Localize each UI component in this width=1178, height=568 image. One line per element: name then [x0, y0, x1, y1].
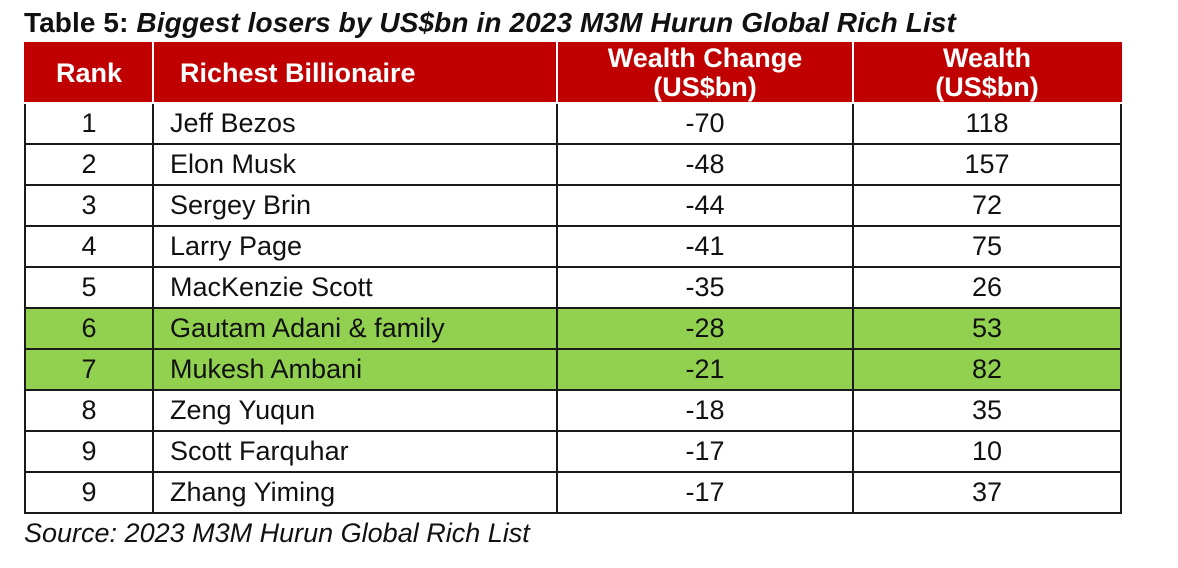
cell-wealth-change: -44 [556, 184, 854, 227]
table-row: 4 Larry Page -41 75 [24, 225, 1122, 268]
header-name: Richest Billionaire [152, 42, 558, 104]
cell-rank: 4 [24, 225, 154, 268]
table-caption-label: Table 5: [24, 7, 137, 38]
cell-wealth-change: -48 [556, 143, 854, 186]
cell-rank: 2 [24, 143, 154, 186]
header-wealth-change: Wealth Change (US$bn) [556, 42, 854, 104]
source-note: Source: 2023 M3M Hurun Global Rich List [24, 518, 530, 548]
table-row: 2 Elon Musk -48 157 [24, 143, 1122, 186]
header-wealth-line1: Wealth [942, 43, 1031, 73]
table-caption: Table 5: Biggest losers by US$bn in 2023… [24, 6, 956, 40]
header-rank: Rank [24, 42, 154, 104]
cell-wealth-change: -21 [556, 348, 854, 391]
cell-wealth-change: -70 [556, 102, 854, 145]
cell-wealth: 53 [852, 307, 1122, 350]
cell-wealth-change: -18 [556, 389, 854, 432]
cell-rank: 7 [24, 348, 154, 391]
cell-wealth: 82 [852, 348, 1122, 391]
table-row: 8 Zeng Yuqun -18 35 [24, 389, 1122, 432]
cell-name: Zhang Yiming [152, 471, 558, 514]
cell-name: Jeff Bezos [152, 102, 558, 145]
table-row: 9 Zhang Yiming -17 37 [24, 471, 1122, 514]
cell-rank: 3 [24, 184, 154, 227]
header-wealth: Wealth (US$bn) [852, 42, 1122, 104]
header-wealth-line2: (US$bn) [935, 72, 1039, 102]
cell-wealth: 35 [852, 389, 1122, 432]
cell-rank: 9 [24, 430, 154, 473]
cell-wealth: 157 [852, 143, 1122, 186]
table-row-highlighted: 7 Mukesh Ambani -21 82 [24, 348, 1122, 391]
billionaire-losers-table: Rank Richest Billionaire Wealth Change (… [24, 42, 1122, 514]
cell-name: MacKenzie Scott [152, 266, 558, 309]
cell-wealth-change: -17 [556, 471, 854, 514]
cell-wealth: 75 [852, 225, 1122, 268]
cell-rank: 8 [24, 389, 154, 432]
cell-rank: 5 [24, 266, 154, 309]
table-row-highlighted: 6 Gautam Adani & family -28 53 [24, 307, 1122, 350]
cell-wealth-change: -17 [556, 430, 854, 473]
cell-rank: 6 [24, 307, 154, 350]
table-row: 1 Jeff Bezos -70 118 [24, 102, 1122, 145]
table-header-row: Rank Richest Billionaire Wealth Change (… [24, 42, 1122, 104]
cell-name: Elon Musk [152, 143, 558, 186]
cell-wealth-change: -41 [556, 225, 854, 268]
cell-name: Scott Farquhar [152, 430, 558, 473]
cell-wealth-change: -35 [556, 266, 854, 309]
cell-name: Larry Page [152, 225, 558, 268]
cell-wealth: 72 [852, 184, 1122, 227]
cell-rank: 1 [24, 102, 154, 145]
cell-wealth: 37 [852, 471, 1122, 514]
cell-name: Zeng Yuqun [152, 389, 558, 432]
table-row: 5 MacKenzie Scott -35 26 [24, 266, 1122, 309]
cell-wealth-change: -28 [556, 307, 854, 350]
header-wealth-change-line1: Wealth Change [607, 43, 803, 73]
cell-name: Gautam Adani & family [152, 307, 558, 350]
cell-name: Mukesh Ambani [152, 348, 558, 391]
cell-rank: 9 [24, 471, 154, 514]
cell-wealth: 26 [852, 266, 1122, 309]
cell-wealth: 118 [852, 102, 1122, 145]
cell-wealth: 10 [852, 430, 1122, 473]
table-caption-title: Biggest losers by US$bn in 2023 M3M Huru… [136, 7, 956, 38]
table-row: 3 Sergey Brin -44 72 [24, 184, 1122, 227]
cell-name: Sergey Brin [152, 184, 558, 227]
table-row: 9 Scott Farquhar -17 10 [24, 430, 1122, 473]
header-wealth-change-line2: (US$bn) [653, 72, 757, 102]
